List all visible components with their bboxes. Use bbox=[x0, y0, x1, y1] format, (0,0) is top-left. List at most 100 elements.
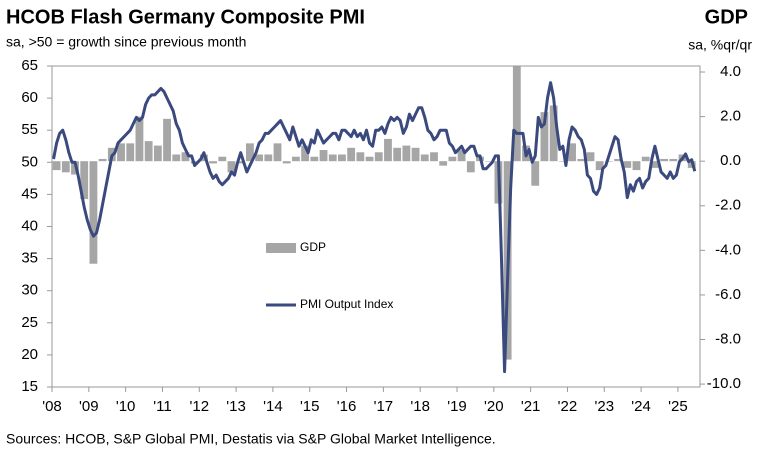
gdp-bar bbox=[448, 156, 457, 162]
gdp-bar bbox=[98, 158, 107, 162]
gdp-bar bbox=[604, 161, 613, 162]
x-tick-label: '08 bbox=[42, 398, 62, 415]
gdp-bar bbox=[540, 112, 549, 162]
gdp-bar bbox=[393, 147, 402, 162]
gdp-bar bbox=[181, 152, 190, 162]
gdp-bar bbox=[347, 147, 356, 162]
gdp-bar bbox=[512, 66, 521, 162]
gdp-bar bbox=[80, 161, 89, 200]
gdp-bar bbox=[466, 161, 475, 173]
gdp-bar bbox=[310, 156, 319, 162]
y2-tick-label: -4.0 bbox=[715, 241, 741, 258]
y-tick-label: 15 bbox=[21, 378, 38, 395]
y2-title: GDP bbox=[705, 6, 748, 28]
gdp-bar bbox=[163, 118, 171, 162]
y2-tick-label: 4.0 bbox=[720, 63, 741, 80]
gdp-bar bbox=[135, 116, 144, 162]
y-tick-label: 40 bbox=[21, 217, 38, 234]
y2-tick-label: -8.0 bbox=[715, 330, 741, 347]
gdp-bar bbox=[245, 143, 254, 162]
gdp-bar bbox=[319, 150, 328, 162]
gdp-bar bbox=[641, 156, 650, 162]
gdp-bar bbox=[153, 145, 162, 162]
gdp-bar bbox=[338, 154, 346, 162]
gdp-bar bbox=[328, 154, 337, 162]
y-tick-label: 55 bbox=[21, 121, 38, 138]
gdp-bar bbox=[549, 105, 558, 162]
x-tick-label: '16 bbox=[337, 398, 357, 415]
x-tick-label: '18 bbox=[410, 398, 430, 415]
y2-tick-label: -10.0 bbox=[707, 375, 741, 392]
gdp-bar bbox=[89, 161, 98, 264]
y-tick-label: 60 bbox=[21, 89, 38, 106]
gdp-bar bbox=[117, 143, 125, 162]
gdp-bar bbox=[227, 161, 236, 173]
y-tick-label: 50 bbox=[21, 153, 38, 170]
gdp-bar bbox=[586, 152, 595, 162]
x-tick-label: '13 bbox=[226, 398, 246, 415]
x-tick-label: '09 bbox=[79, 398, 99, 415]
gdp-bar bbox=[669, 158, 678, 162]
source: Sources: HCOB, S&P Global PMI, Destatis … bbox=[6, 431, 496, 447]
x-tick-label: '11 bbox=[153, 398, 171, 415]
gdp-bar bbox=[273, 143, 282, 162]
chart-title: HCOB Flash Germany Composite PMI bbox=[6, 6, 365, 28]
gdp-bar bbox=[614, 158, 622, 162]
y-tick-label: 20 bbox=[21, 346, 38, 363]
gdp-bar bbox=[282, 161, 291, 164]
y2-subtitle: sa, %qr/qr bbox=[688, 37, 752, 53]
x-tick-label: '14 bbox=[263, 398, 283, 415]
gdp-bar bbox=[568, 143, 576, 162]
gdp-bar bbox=[144, 141, 153, 162]
legend-swatch bbox=[266, 243, 296, 253]
x-tick-label: '23 bbox=[594, 398, 614, 415]
x-tick-label: '25 bbox=[668, 398, 688, 415]
y-tick-label: 45 bbox=[21, 185, 38, 202]
y-tick-label: 65 bbox=[21, 57, 38, 74]
pmi-line bbox=[52, 81, 697, 374]
gdp-bar bbox=[61, 161, 70, 173]
gdp-bar bbox=[457, 150, 466, 162]
plot-frame bbox=[51, 65, 701, 388]
gdp-bar bbox=[420, 154, 429, 162]
gdp-bar bbox=[301, 145, 310, 162]
gdp-bar bbox=[577, 158, 586, 162]
gdp-bar bbox=[255, 154, 264, 162]
chart-subtitle: sa, >50 = growth since previous month bbox=[6, 34, 246, 50]
gdp-bar bbox=[292, 156, 300, 162]
gdp-bar bbox=[650, 161, 659, 168]
y-tick-label: 35 bbox=[21, 250, 38, 267]
gdp-bar bbox=[52, 161, 61, 171]
gdp-bar bbox=[402, 145, 411, 162]
x-tick-label: '20 bbox=[484, 398, 504, 415]
gdp-bar bbox=[485, 161, 494, 162]
legend-label: PMI Output Index bbox=[300, 297, 393, 311]
gdp-bar bbox=[218, 156, 227, 162]
y2-tick-label: -2.0 bbox=[715, 197, 741, 214]
x-tick-label: '19 bbox=[447, 398, 467, 415]
gdp-bar bbox=[236, 161, 245, 164]
plot-area bbox=[52, 66, 697, 374]
x-tick-label: '15 bbox=[300, 398, 320, 415]
gdp-bar bbox=[411, 147, 420, 162]
gdp-bar bbox=[172, 154, 181, 162]
gdp-bar bbox=[384, 138, 392, 162]
x-tick-label: '24 bbox=[631, 398, 651, 415]
gdp-bar bbox=[632, 161, 641, 171]
y2-tick-label: -6.0 bbox=[715, 286, 741, 303]
gdp-bar bbox=[439, 161, 448, 166]
x-tick-label: '12 bbox=[189, 398, 209, 415]
y2-tick-label: 2.0 bbox=[720, 108, 741, 125]
gdp-bar bbox=[660, 158, 669, 162]
x-tick-label: '17 bbox=[374, 398, 394, 415]
gdp-bar bbox=[531, 161, 540, 186]
gdp-bar bbox=[356, 152, 365, 162]
gdp-bar bbox=[430, 152, 438, 162]
gdp-bar bbox=[199, 154, 208, 162]
legend-label: GDP bbox=[300, 240, 326, 254]
gdp-bar bbox=[365, 156, 374, 162]
gdp-bar bbox=[558, 161, 567, 162]
gdp-bar bbox=[126, 143, 135, 162]
y2-tick-label: 0.0 bbox=[720, 152, 741, 169]
